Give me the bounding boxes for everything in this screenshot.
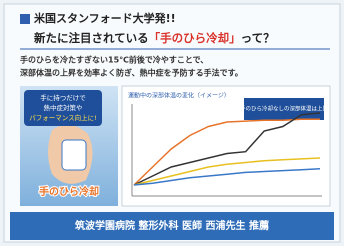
chart-note: 手のひら冷却なしの深部体温は上昇	[240, 105, 329, 113]
title-part: 新たに注目されている	[34, 31, 149, 45]
body-line: 手のひらを冷たすぎない15℃前後で冷やすことで、	[20, 55, 208, 65]
title-icon	[20, 14, 30, 24]
callout-line: 手に持つだけで	[40, 93, 86, 102]
body-line: 深部体温の上昇を効率よく防ぎ、熱中症を予防する手法です。	[20, 68, 243, 78]
flyer: 米国スタンフォード大学発!! 新たに注目されている「手のひら冷却」って？ 手のひ…	[0, 0, 344, 246]
cooler	[62, 140, 86, 170]
photo-caption: 手のひら冷却	[39, 185, 99, 198]
callout-line: 熱中症対策や	[44, 103, 83, 112]
callout-line: パフォーマンス向上に!	[29, 113, 96, 122]
title-line2: 新たに注目されている「手のひら冷却」って？	[34, 31, 275, 45]
title-highlight: 「手のひら冷却」	[149, 31, 241, 45]
chart-title: 運動中の深部体温の変化（イメージ）	[128, 92, 230, 100]
title-line1: 米国スタンフォード大学発!!	[33, 11, 176, 25]
title-part: って？	[241, 31, 275, 45]
footer-text: 筑波学園病院 整形外科 医師 西浦先生 推薦	[75, 219, 269, 232]
